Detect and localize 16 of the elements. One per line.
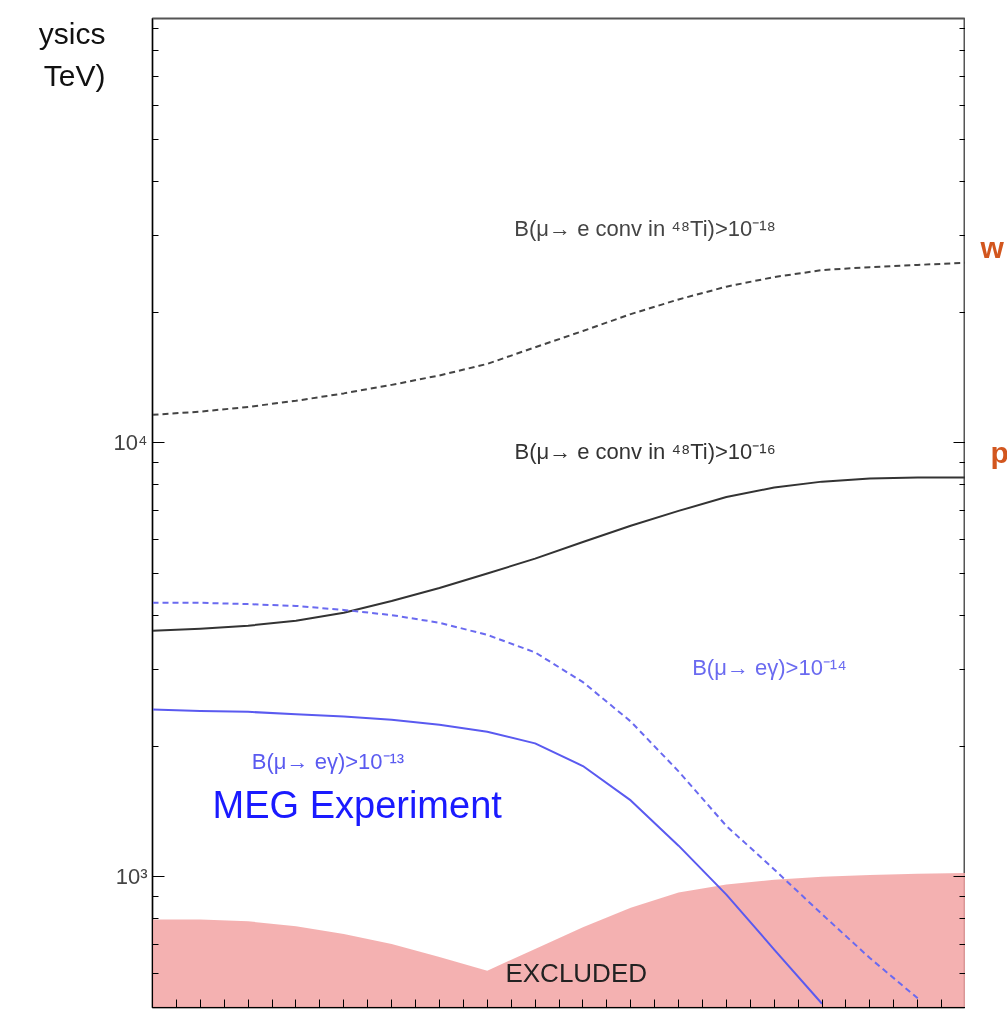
line-series [152,601,919,1000]
text: TeV) [43,58,106,92]
text: B(μ→ eγ)>10⁻¹⁴ [692,655,847,681]
y-tick-label: 10³ [115,864,148,890]
line-series [152,708,824,1005]
line-series [152,261,965,416]
series-label: EXCLUDED [505,957,648,988]
line-series [152,476,965,632]
y-tick-label: 10⁴ [113,430,148,456]
annotation: MEG Experiment [212,783,503,826]
text: ysics [38,16,106,50]
series-label: B(μ→ eγ)>10⁻¹³ [251,749,405,775]
series-label: B(μ→ e conv in ⁴⁸Ti)>10⁻¹⁸ [514,216,776,242]
text: w [979,230,1005,264]
series-label: B(μ→ e conv in ⁴⁸Ti)>10⁻¹⁶ [514,438,776,464]
text: p [990,435,1007,469]
